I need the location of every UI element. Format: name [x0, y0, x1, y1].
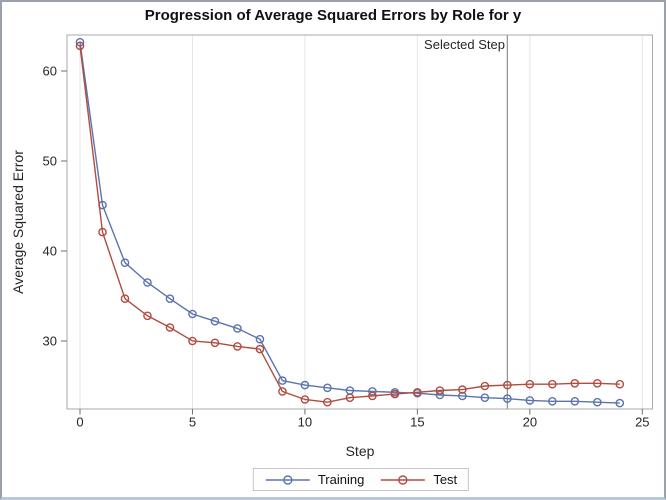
legend: Training Test — [252, 468, 470, 491]
marker-test-21 — [548, 379, 557, 389]
marker-test-10 — [300, 395, 310, 404]
x-tick-label-5: 5 — [189, 415, 196, 430]
marker-test-8 — [255, 344, 265, 354]
marker-test-16 — [435, 386, 445, 395]
marker-test-24 — [615, 379, 625, 389]
training-line-swatch — [265, 474, 310, 485]
marker-training-13 — [368, 387, 377, 396]
x-tick-label-0: 0 — [76, 415, 83, 430]
marker-test-22 — [570, 378, 580, 388]
marker-training-21 — [548, 396, 557, 406]
marker-test-1 — [98, 227, 107, 237]
legend-label-test: Test — [433, 472, 458, 487]
y-tick-label-50: 50 — [43, 154, 57, 169]
selected-step-label: Selected Step — [424, 37, 505, 52]
marker-training-24 — [615, 398, 625, 408]
marker-training-8 — [255, 334, 265, 344]
marker-training-10 — [300, 380, 310, 390]
marker-training-6 — [210, 316, 220, 326]
plot-frame — [66, 34, 653, 410]
marker-training-16 — [435, 390, 445, 400]
marker-test-0 — [75, 41, 85, 51]
y-tick-label-30: 30 — [43, 334, 57, 349]
marker-training-20 — [525, 396, 535, 405]
marker-test-20 — [525, 379, 535, 389]
marker-test-3 — [143, 311, 152, 321]
marker-test-5 — [188, 336, 197, 346]
marker-training-17 — [458, 391, 467, 401]
chart-title: Progression of Average Squared Errors by… — [144, 7, 522, 24]
marker-training-4 — [165, 294, 175, 304]
marker-test-7 — [233, 342, 242, 351]
test-line-swatch — [381, 474, 426, 485]
marker-training-19 — [503, 394, 512, 403]
marker-test-23 — [593, 378, 602, 388]
marker-test-6 — [210, 338, 220, 348]
marker-test-12 — [345, 393, 355, 403]
marker-test-13 — [368, 391, 377, 401]
marker-test-2 — [120, 294, 130, 304]
x-axis-title: Step — [345, 443, 375, 459]
y-tick-label-60: 60 — [43, 64, 57, 79]
marker-training-5 — [188, 309, 197, 319]
marker-training-7 — [233, 324, 242, 333]
marker-training-9 — [278, 376, 287, 385]
series-line-training — [79, 42, 620, 404]
marker-training-22 — [570, 396, 580, 406]
legend-item-test: Test — [380, 472, 457, 487]
marker-test-15 — [413, 387, 422, 397]
series-line-test — [79, 45, 620, 403]
marker-training-18 — [480, 393, 490, 403]
marker-training-23 — [593, 397, 602, 407]
x-tick-label-15: 15 — [410, 415, 424, 430]
x-tick-label-25: 25 — [635, 415, 649, 430]
x-tick-label-20: 20 — [523, 415, 537, 430]
legend-label-training: Training — [317, 472, 365, 487]
marker-test-11 — [323, 397, 332, 407]
marker-training-2 — [120, 258, 130, 268]
legend-item-training: Training — [265, 472, 364, 487]
marker-test-18 — [480, 381, 490, 391]
marker-test-17 — [458, 385, 467, 394]
marker-test-4 — [165, 323, 175, 332]
marker-test-9 — [278, 387, 287, 396]
marker-test-14 — [390, 389, 400, 399]
marker-training-11 — [323, 383, 332, 393]
x-tick-label-10: 10 — [298, 415, 312, 430]
y-tick-label-40: 40 — [43, 244, 57, 259]
marker-training-3 — [143, 278, 152, 287]
marker-test-19 — [503, 380, 512, 390]
